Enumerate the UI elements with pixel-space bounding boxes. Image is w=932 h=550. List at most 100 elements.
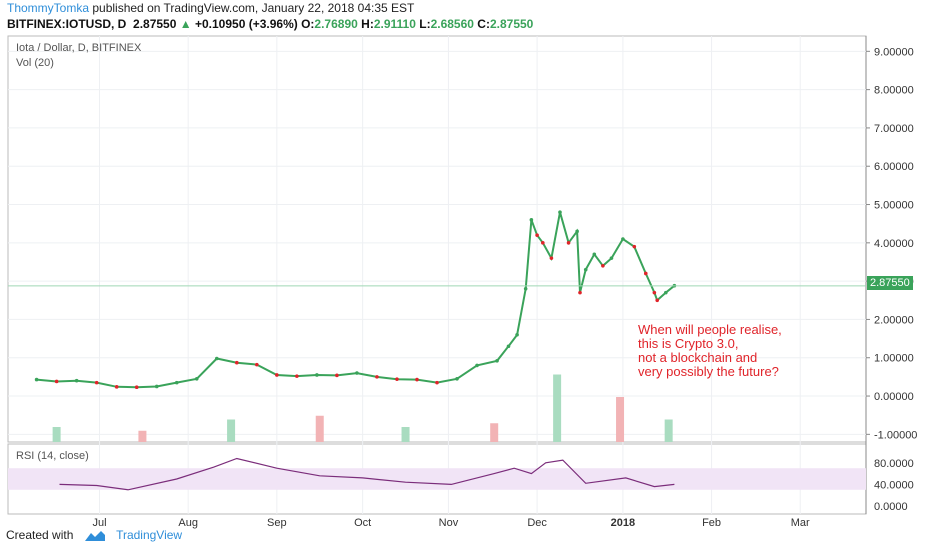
high-value: 2.91110 [373,17,416,31]
price-point [255,362,259,367]
tradingview-logo-icon [84,530,105,541]
created-with-text: Created with [6,528,74,542]
symbol-name: BITFINEX:IOTUSD, D [7,17,127,31]
price-point [535,233,539,237]
change-up-icon: ▲ [179,17,192,31]
volume-bar [664,419,673,442]
price-point [415,377,419,382]
rsi-tick-label: 0.0000 [874,501,908,513]
volume-legend: Vol (20) [16,57,54,69]
x-tick-label: Jul [92,517,106,529]
price-point [395,377,399,381]
price-point [549,256,554,260]
price-point [609,256,614,260]
price-point [355,371,359,375]
price-point [134,385,139,390]
price-point [295,374,299,378]
price-point [335,373,339,378]
price-point [621,237,625,241]
last-price: 2.87550 [133,17,177,31]
volume-bar [616,397,625,442]
volume-bar [52,427,61,442]
x-tick-label: Oct [354,517,371,529]
rsi-band [8,468,866,490]
price-point [275,373,279,377]
price-point [235,360,239,365]
price-tick-label: 0.00000 [874,391,914,403]
price-point [435,380,439,385]
volume-bar [227,419,236,442]
tradingview-brand[interactable]: TradingView [116,528,183,542]
price-point [566,241,571,245]
price-point [592,252,597,257]
low-label: L: [419,17,431,31]
price-tick-label: 4.00000 [874,238,914,250]
price-point [632,244,637,249]
price-point [515,332,519,337]
price-point [575,229,579,234]
volume-bar [138,430,147,442]
x-tick-label: Aug [178,517,198,529]
price-tick-label: 1.00000 [874,353,914,365]
change-value: +0.10950 (+3.96%) [194,17,298,31]
price-tick-label: 9.00000 [874,46,914,58]
price-tick-label: 7.00000 [874,123,914,135]
price-point [315,373,319,377]
volume-bar [401,427,410,442]
price-point [475,363,479,368]
price-point [541,241,545,245]
price-point [455,377,459,381]
last-price-badge: 2.87550 [867,276,913,290]
price-point [583,267,588,272]
price-point [506,344,511,349]
volume-bar [553,374,562,442]
close-value: 2.87550 [489,17,534,31]
price-point [34,377,39,382]
chart-annotation: When will people realise, this is Crypto… [638,322,782,379]
price-point [114,385,119,389]
price-tick-label: 6.00000 [874,161,914,173]
rsi-line [59,457,675,491]
open-value: 2.76890 [314,17,358,31]
price-point [655,298,660,303]
price-point [174,380,179,385]
price-point [214,356,219,361]
price-point [54,379,59,384]
publish-line: ThommyTomka published on TradingView.com… [7,1,414,15]
price-point [523,286,528,291]
price-line [36,211,676,389]
price-point [495,359,499,363]
x-tick-label: 2018 [611,517,635,529]
x-tick-label: Mar [791,517,810,529]
x-tick-label: Nov [439,517,459,529]
main-legend: Iota / Dollar, D, BITFINEX [16,42,142,54]
rsi-legend: RSI (14, close) [16,450,89,462]
price-point [643,271,648,276]
symbol-line: BITFINEX:IOTUSD, D 2.87550 ▲ +0.10950 (+… [7,17,533,31]
price-point [94,380,99,385]
publish-info: published on TradingView.com, January 22… [92,1,415,15]
rsi-tick-label: 40.0000 [874,479,914,491]
price-tick-label: 2.00000 [874,314,914,326]
volume-bar [315,415,324,442]
price-point [652,290,657,295]
x-tick-label: Feb [702,517,721,529]
price-point [558,210,562,214]
rsi-tick-label: 80.0000 [874,458,914,470]
author-link[interactable]: ThommyTomka [7,1,90,15]
price-point [578,290,582,295]
volume-bar [490,423,499,442]
x-tick-label: Sep [267,517,287,529]
price-point [194,377,199,381]
x-tick-label: Dec [527,517,547,529]
footer: Created with TradingView [6,528,182,543]
close-label: C: [477,17,490,31]
price-point [601,264,605,268]
price-tick-label: 5.00000 [874,200,914,212]
price-tick-label: 8.00000 [874,85,914,97]
high-label: H: [361,17,374,31]
open-label: O: [301,17,315,31]
low-value: 2.68560 [430,17,474,31]
price-point [154,384,159,389]
